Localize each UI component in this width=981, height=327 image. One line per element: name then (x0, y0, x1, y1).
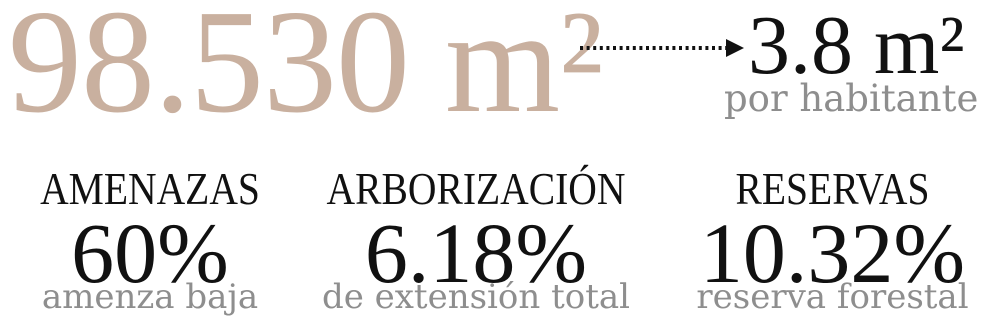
stat-value: 10.32% (699, 205, 966, 301)
stat-arborizacion: ARBORIZACIÓN 6.18% de extensión total (302, 163, 650, 317)
total-area-value: 98.530 m² (8, 0, 603, 144)
stat-amenazas: AMENAZAS 60% amenza baja (0, 163, 300, 317)
stat-value: 60% (71, 205, 229, 301)
stat-value: 6.18% (364, 205, 588, 301)
per-capita-label: por habitante (724, 77, 979, 120)
stat-title: ARBORIZACIÓN (326, 163, 626, 214)
stat-reservas: RESERVAS 10.32% reserva forestal (684, 163, 981, 317)
dotted-arrow-right-icon (580, 39, 744, 57)
stat-description: de extensión total (321, 277, 631, 317)
per-capita-value: 3.8 m² (748, 0, 965, 92)
stat-title: AMENAZAS (40, 163, 260, 214)
stat-title: RESERVAS (735, 163, 930, 214)
stat-description: amenza baja (41, 277, 259, 317)
stat-description: reserva forestal (696, 277, 969, 317)
